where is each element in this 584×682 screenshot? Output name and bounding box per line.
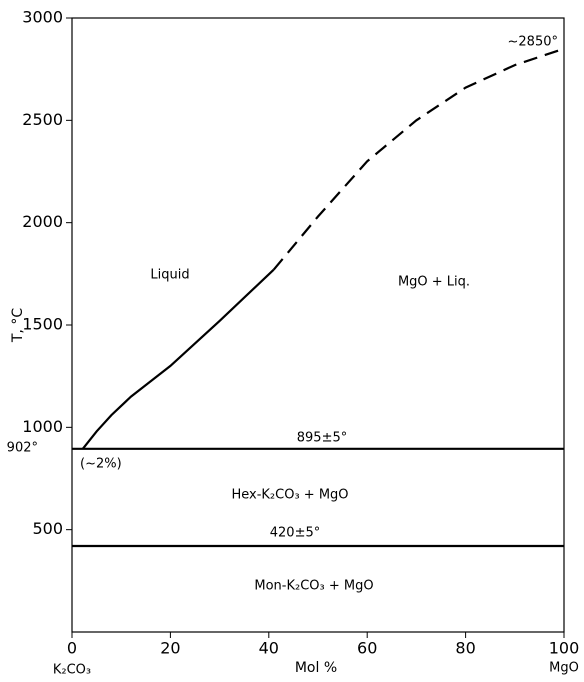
x-end-label: MgO [549,661,579,676]
x-tick-label: 100 [549,639,580,658]
x-tick-label: 20 [160,639,180,658]
x-tick-label: 80 [455,639,475,658]
annotation: Hex-K₂CO₃ + MgO [231,488,348,503]
annotation: Liquid [150,268,189,283]
annotation: ~2850° [508,35,558,50]
x-tick-label: 0 [67,639,77,658]
annotation: MgO + Liq. [398,275,470,290]
annotation: Mon-K₂CO₃ + MgO [254,579,373,594]
phase-line [272,47,565,271]
y-tick-label: 3000 [22,8,63,27]
y-tick-label: 1000 [22,417,63,436]
y-tick-label: 2500 [22,110,63,129]
annotation: 902° [7,441,38,456]
x-tick-label: 60 [357,639,377,658]
annotation: 895±5° [297,431,347,446]
x-end-label: K₂CO₃ [53,663,91,678]
phase-line [81,268,275,450]
y-tick-label: 1500 [22,315,63,334]
y-axis-label: T, °C [10,308,26,343]
x-tick-label: 40 [259,639,279,658]
y-tick-label: 500 [32,519,63,538]
x-axis-label: Mol % [295,660,337,676]
annotation: (~2%) [80,457,122,472]
annotation: 420±5° [270,526,320,541]
y-tick-label: 2000 [22,212,63,231]
